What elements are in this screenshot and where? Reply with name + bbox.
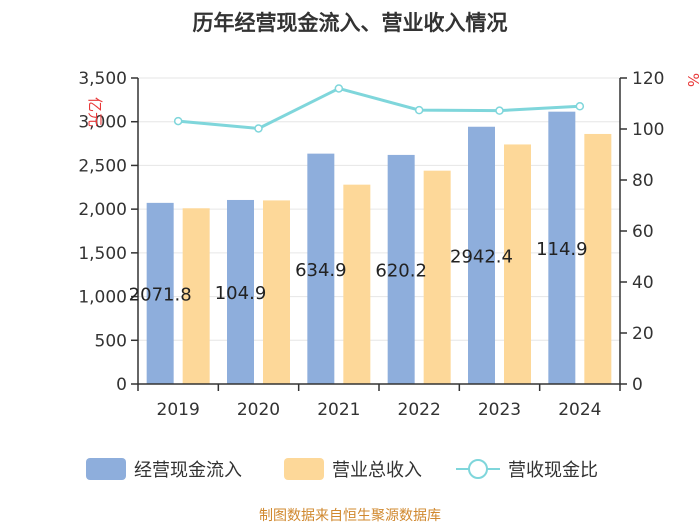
grid: [138, 77, 620, 341]
right-tick-label: 60: [632, 222, 654, 242]
ratio-point: [575, 102, 585, 111]
left-tick-label: 500: [95, 331, 127, 351]
left-tick-label: 1,500: [78, 244, 127, 264]
bar-revenue: [423, 170, 451, 384]
left-tick-label: 0: [116, 375, 127, 395]
legend-swatch-cash-inflow: [86, 458, 126, 480]
x-tick-label: 2020: [237, 400, 280, 420]
legend-label-ratio: 营收现金比: [508, 460, 598, 481]
data-label: 2942.4: [450, 246, 513, 267]
right-axis: 0 20 40 60 80 100 120: [619, 69, 664, 395]
data-label: 634.9: [295, 260, 347, 281]
left-tick-label: 2,000: [78, 200, 127, 220]
bar-cash-inflow: [227, 199, 254, 384]
x-axis: 2019 2020 2021 2022 2023 2024: [137, 383, 621, 420]
x-tick-label: 2022: [398, 400, 441, 420]
left-tick-label: 2,500: [78, 156, 127, 176]
left-tick-label: 3,500: [78, 69, 127, 89]
source-note: 制图数据来自恒生聚源数据库: [259, 508, 441, 524]
x-tick-label: 2021: [317, 400, 360, 420]
data-label: 620.2: [375, 260, 427, 281]
bar-cash-inflow: [548, 111, 576, 385]
bar-revenue: [584, 133, 612, 384]
ratio-point: [173, 116, 183, 126]
ratio-point: [254, 124, 263, 133]
left-tick-label: 3,000: [78, 113, 127, 133]
data-label: 104.9: [215, 283, 267, 304]
bar-revenue: [504, 144, 531, 384]
right-tick-label: 120: [632, 69, 664, 89]
data-label: 2071.8: [129, 284, 192, 305]
x-tick-label: 2019: [157, 400, 200, 420]
right-tick-label: 100: [632, 120, 664, 140]
bar-revenue: [263, 200, 290, 384]
bar-cash-inflow: [387, 154, 415, 384]
bar-cash-inflow: [307, 153, 335, 384]
ratio-line-path: [178, 86, 580, 131]
right-tick-label: 40: [632, 273, 654, 293]
legend-swatch-revenue: [284, 458, 324, 480]
legend: 经营现金流入 营业总收入 营收现金比: [86, 458, 598, 481]
ratio-point: [334, 84, 344, 93]
legend-label-revenue: 营业总收入: [332, 460, 422, 481]
x-tick-label: 2024: [558, 400, 601, 420]
bar-cash-inflow: [468, 126, 495, 384]
right-tick-label: 20: [632, 324, 654, 344]
right-tick-label: 80: [632, 171, 654, 191]
ratio-line: [173, 84, 585, 133]
legend-label-cash-inflow: 经营现金流入: [134, 460, 242, 481]
data-label: 114.9: [536, 239, 588, 260]
bar-revenue: [182, 208, 210, 384]
ratio-point: [414, 105, 424, 115]
bars: [146, 111, 612, 385]
left-tick-label: 1,000: [78, 288, 127, 308]
bar-cash-inflow: [146, 202, 174, 384]
data-labels: 2071.8 104.9 634.9 620.2 2942.4 114.9: [129, 239, 588, 306]
legend-marker-ratio: [468, 459, 488, 479]
chart-title: 历年经营现金流入、营业收入情况: [193, 11, 508, 35]
x-tick-label: 2023: [478, 400, 521, 420]
right-tick-label: 0: [632, 375, 643, 395]
bar-revenue: [343, 184, 371, 384]
right-axis-unit: %: [684, 73, 700, 87]
ratio-point: [495, 106, 504, 115]
left-axis-unit: 亿元: [86, 97, 104, 127]
left-axis: 0 500 1,000 1,500 2,000 2,500 3,000 3,500: [78, 69, 139, 395]
